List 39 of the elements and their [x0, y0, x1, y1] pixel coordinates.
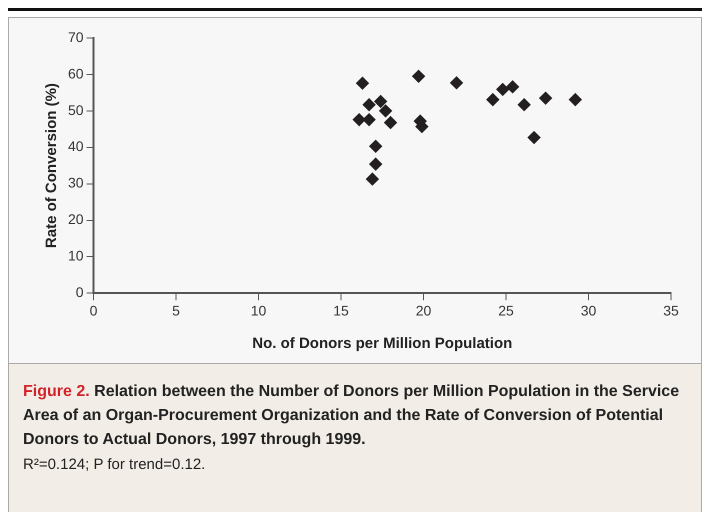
- y-tick-label: 0: [76, 284, 84, 300]
- text: R²=0.124; P for trend=0.12.: [23, 456, 206, 473]
- x-tick-label: 25: [498, 302, 514, 318]
- point: [369, 158, 382, 171]
- x-tick-label: 15: [333, 302, 350, 318]
- y-axis-title: Rate of Conversion (%): [43, 83, 60, 248]
- point: [379, 104, 392, 118]
- point: [486, 93, 500, 106]
- x-tick-label: 5: [172, 302, 180, 318]
- y-tick-label: 40: [68, 138, 84, 154]
- point: [412, 70, 426, 83]
- y-tick-label: 70: [68, 28, 84, 45]
- point: [528, 131, 541, 144]
- point: [374, 94, 388, 108]
- point: [496, 82, 510, 96]
- x-tick-label: 20: [416, 302, 432, 318]
- text: Figure 2. Relation between the Number of Donors per Million Population in the Service Area of an Organ-Procurement Organization and the Rate of Conversion of Potential Donors to Actual Donors, 1997 through 1999.: [23, 383, 680, 448]
- x-tick-label: 35: [663, 302, 679, 318]
- y-tick-label: 30: [68, 174, 84, 191]
- point: [506, 80, 520, 94]
- y-tick-label: 60: [68, 65, 84, 82]
- point: [369, 140, 382, 153]
- x-axis-title: No. of Donors per Million Population: [252, 335, 512, 352]
- point: [362, 113, 376, 126]
- point: [366, 172, 379, 186]
- point: [568, 93, 582, 106]
- point: [518, 98, 531, 112]
- x-tick-label: 0: [90, 302, 98, 318]
- x-tick-label: 30: [580, 302, 597, 318]
- point: [384, 116, 398, 130]
- point: [356, 76, 369, 90]
- point: [362, 98, 376, 112]
- point: [450, 76, 464, 90]
- y-tick-label: 10: [68, 248, 84, 264]
- point: [352, 113, 366, 126]
- point: [539, 92, 552, 105]
- x-tick-label: 10: [250, 302, 267, 318]
- y-tick-label: 50: [68, 102, 84, 118]
- y-tick-label: 20: [68, 211, 84, 228]
